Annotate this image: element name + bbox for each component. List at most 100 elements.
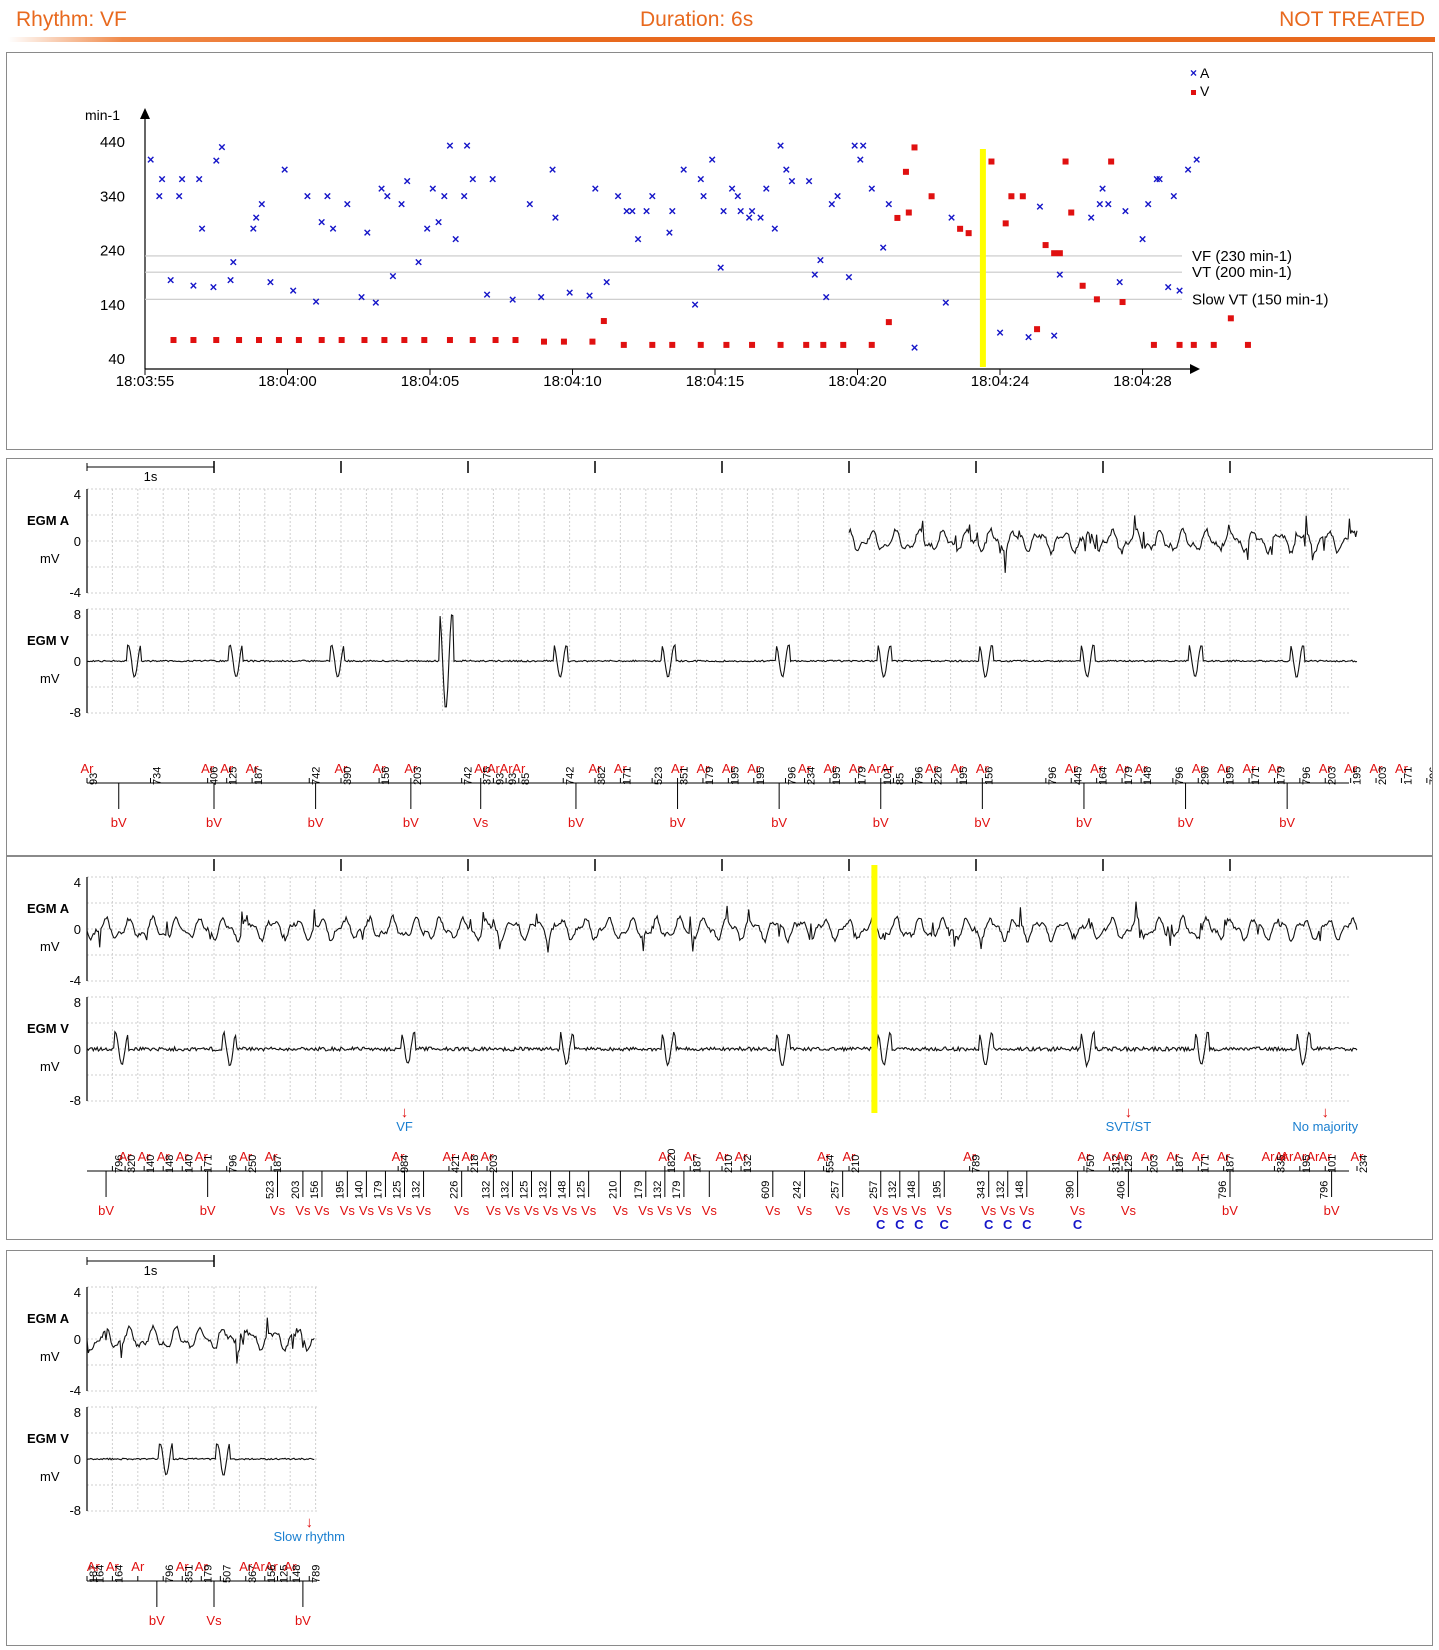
ventricular-marker: Vs: [581, 1203, 597, 1218]
ventricular-marker: Vs: [543, 1203, 559, 1218]
atrial-marker: Ar: [239, 1559, 253, 1574]
a-rate-point: ×: [344, 196, 352, 211]
a-rate-point: ×: [460, 188, 468, 203]
a-rate-point: ×: [423, 221, 431, 236]
v-rate-point: [492, 337, 499, 344]
ventricular-marker: Vs: [314, 1203, 330, 1218]
a-rate-point: ×: [398, 196, 406, 211]
atrial-interval: 156: [983, 767, 995, 785]
atrial-interval: 156: [266, 1565, 278, 1583]
ventricular-marker: bV: [1076, 815, 1092, 830]
atrial-interval: 148: [1142, 767, 1154, 785]
ventricular-interval: 125: [392, 1181, 404, 1199]
ventricular-marker: Vs: [340, 1203, 356, 1218]
atrial-interval: 210: [723, 1155, 735, 1173]
atrial-interval: 179: [1275, 767, 1287, 785]
a-rate-point: ×: [680, 162, 688, 177]
a-rate-point: ×: [788, 174, 796, 189]
strip-tick: -8: [69, 1503, 81, 1518]
ventricular-marker: Vs: [1000, 1203, 1016, 1218]
strip-tick: 8: [74, 607, 81, 622]
a-rate-point: ×: [948, 210, 956, 225]
atrial-interval: 85: [520, 773, 532, 785]
ventricular-interval: 132: [499, 1181, 511, 1199]
atrial-marker: Ar: [246, 761, 260, 776]
event-label: VF: [396, 1119, 413, 1134]
a-rate-point: ×: [526, 196, 534, 211]
atrial-interval: 187: [88, 1565, 100, 1583]
strip-unit: mV: [40, 1349, 60, 1364]
atrial-marker: Ar: [614, 761, 628, 776]
a-rate-point: ×: [885, 196, 893, 211]
ventricular-marker: bV: [149, 1613, 165, 1628]
strip-tick: -4: [69, 1383, 81, 1398]
a-rate-point: ×: [1050, 328, 1058, 343]
atrial-interval: 187: [253, 767, 265, 785]
ventricular-marker: Vs: [378, 1203, 394, 1218]
event-arrow: ↓: [401, 1104, 409, 1121]
a-rate-point: ×: [643, 203, 651, 218]
atrial-marker: Ar: [201, 761, 215, 776]
atrial-interval: 421: [450, 1155, 462, 1173]
atrial-marker: Ar: [950, 761, 964, 776]
ventricular-interval: 226: [449, 1181, 461, 1199]
a-rate-point: ×: [691, 297, 699, 312]
atrial-interval: 203: [1326, 767, 1338, 785]
ventricular-marker: Vs: [524, 1203, 540, 1218]
ventricular-interval: 203: [290, 1181, 302, 1199]
atrial-interval: 125: [1123, 1155, 1135, 1173]
duration-label: Duration: 6s: [640, 8, 754, 31]
v-rate-point: [1108, 158, 1115, 165]
atrial-marker: Ar: [1344, 761, 1358, 776]
v-rate-point: [170, 337, 177, 344]
atrial-marker: ArAr: [868, 761, 895, 776]
v-rate-point: [988, 158, 995, 165]
v-rate-point: [1244, 341, 1251, 348]
v-rate-point: [190, 337, 197, 344]
v-rate-point: [512, 337, 519, 344]
atrial-interval: 125: [279, 1565, 291, 1583]
ventricular-marker: Vs: [981, 1203, 997, 1218]
a-rate-point: ×: [312, 294, 320, 309]
a-rate-point: ×: [623, 203, 631, 218]
counter-marker: C: [984, 1217, 994, 1232]
ventricular-interval: 523: [265, 1181, 277, 1199]
a-rate-point: ×: [757, 210, 765, 225]
a-rate-point: ×: [489, 171, 497, 186]
a-rate-point: ×: [435, 214, 443, 229]
scale-bar-label: 1s: [144, 1263, 158, 1278]
atrial-marker: Ar: [487, 761, 501, 776]
a-rate-point: ×: [737, 203, 745, 218]
strip-unit: mV: [40, 1469, 60, 1484]
y-tick-label: 240: [100, 243, 125, 260]
a-rate-point: ×: [227, 272, 235, 287]
atrial-interval: 406: [209, 767, 221, 785]
v-rate-point: [911, 144, 918, 151]
atrial-interval: 156: [380, 767, 392, 785]
ventricular-marker: Vs: [1019, 1203, 1035, 1218]
rate-trend-chart: min-1 440 340 240 140 40 18:03:55 18:04:00 18:04…: [85, 65, 1328, 390]
atrial-marker: Ar: [1192, 761, 1206, 776]
atrial-interval: 320: [126, 1155, 138, 1173]
a-rate-point: ×: [1153, 171, 1161, 186]
atrial-interval: 226: [933, 767, 945, 785]
a-rate-point: ×: [267, 275, 275, 290]
a-rate-point: ×: [834, 188, 842, 203]
ventricular-interval: 125: [519, 1181, 531, 1199]
ventricular-interval: 242: [792, 1181, 804, 1199]
strip-tick: 0: [74, 922, 81, 937]
v-rate-point: [589, 338, 596, 345]
atrial-marker: Ar: [823, 761, 837, 776]
atrial-interval: 203: [488, 1155, 500, 1173]
strip-label: EGM V: [27, 633, 69, 648]
atrial-marker: Ar: [976, 761, 990, 776]
atrial-interval: 984: [399, 1155, 411, 1173]
v-rate-point: [669, 341, 676, 348]
atrial-marker: Ar: [1065, 761, 1079, 776]
atrial-interval: 750: [1085, 1155, 1097, 1173]
atrial-interval: 195: [1225, 767, 1237, 785]
ventricular-interval: 132: [995, 1181, 1007, 1199]
atrial-interval: 140: [145, 1155, 157, 1173]
